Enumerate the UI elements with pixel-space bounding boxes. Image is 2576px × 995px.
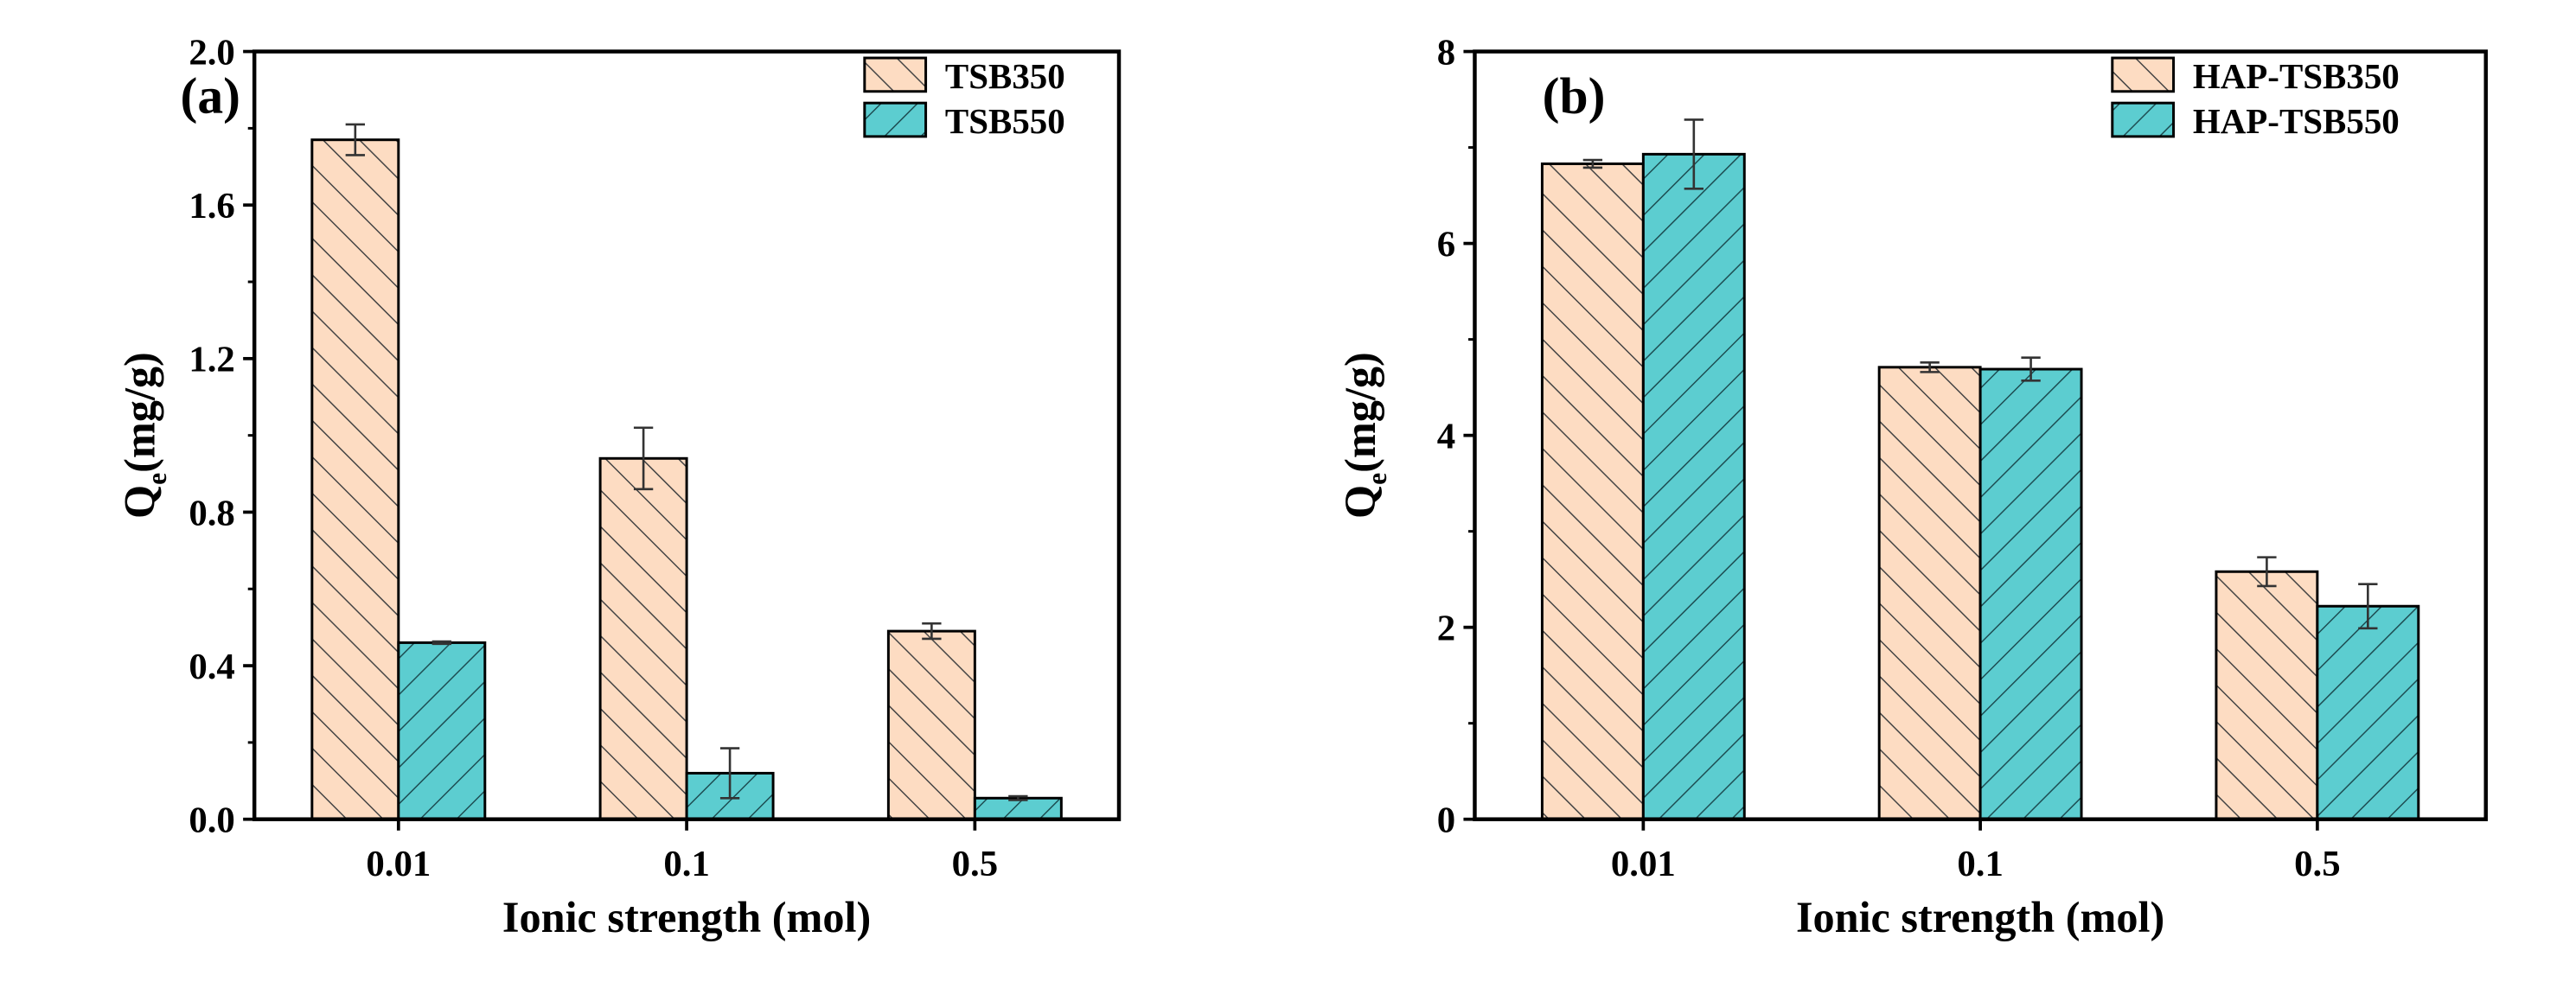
panel-label: (b) — [1543, 67, 1606, 124]
legend-swatch-hatch-0 — [863, 56, 928, 93]
chart-panel-a: 0.0 0.4 0.8 1.2 1.6 2.0 0.01 0.1 0.5 Ionic streng… — [116, 32, 1122, 941]
x-tick-label: 0.01 — [366, 844, 431, 884]
y-axis-title-main: Q — [1336, 485, 1384, 519]
y-axis-title-main: Q — [116, 485, 164, 519]
error-bar-hap-tsb350-1 — [1920, 360, 1940, 373]
error-bar-hap-tsb550-1 — [2021, 356, 2041, 382]
x-tick-label: 0.5 — [2294, 844, 2341, 884]
legend-swatch-hatch-1 — [863, 101, 928, 138]
error-bar-hap-tsb550-2 — [2358, 583, 2378, 630]
error-bar-tsb550-0 — [431, 640, 451, 646]
error-bar-tsb350-0 — [345, 123, 365, 156]
error-bar-hap-tsb350-2 — [2257, 556, 2277, 588]
bar-hatch-hap-tsb550-2 — [2316, 604, 2420, 821]
legend-swatch-hatch-0 — [2111, 56, 2176, 93]
y-tick-label: 0.4 — [189, 647, 235, 687]
bar-hatch-tsb350-0 — [310, 138, 400, 821]
error-bar-tsb350-2 — [922, 622, 942, 641]
x-tick-label: 0.5 — [952, 844, 999, 884]
error-bar-tsb350-1 — [633, 426, 654, 491]
y-tick-label: 2 — [1437, 609, 1455, 649]
legend-label-0: TSB350 — [945, 56, 1065, 96]
y-axis-title-sub: e — [1362, 473, 1392, 485]
x-tick-label: 0.1 — [663, 844, 710, 884]
bar-hatch-tsb550-0 — [397, 641, 487, 821]
y-tick-label: 0 — [1437, 800, 1455, 841]
legend-label-1: TSB550 — [945, 101, 1065, 141]
bar-hatch-hap-tsb350-1 — [1877, 366, 1982, 821]
y-tick-label: 2.0 — [189, 32, 235, 73]
legend-swatch-hatch-1 — [2111, 101, 2176, 138]
y-tick-label: 6 — [1437, 225, 1455, 265]
error-bar-tsb550-1 — [719, 747, 740, 800]
bar-hatch-hap-tsb350-0 — [1540, 162, 1645, 821]
bar-hatch-tsb350-2 — [886, 629, 976, 821]
y-axis-title: Qe(mg/g) — [116, 352, 172, 519]
legend-label-1: HAP-TSB550 — [2193, 101, 2400, 141]
legend: HAP-TSB350 HAP-TSB550 — [2111, 56, 2400, 141]
bar-hatch-hap-tsb350-2 — [2215, 570, 2319, 821]
error-bar-hap-tsb350-0 — [1582, 158, 1603, 169]
legend: TSB350 TSB550 — [863, 56, 1065, 141]
y-tick-label: 4 — [1437, 417, 1455, 457]
y-tick-label: 0.8 — [189, 493, 235, 533]
y-axis-title-sub: e — [142, 473, 172, 485]
bar-hatch-tsb350-1 — [598, 456, 688, 821]
y-tick-label: 8 — [1437, 32, 1455, 73]
x-axis-title: Ionic strength (mol) — [1796, 893, 2164, 941]
error-bar-tsb550-2 — [1008, 794, 1028, 801]
x-tick-label: 0.1 — [1957, 844, 2004, 884]
x-tick-label: 0.01 — [1611, 844, 1676, 884]
panel-label: (a) — [181, 67, 240, 124]
bar-hatch-hap-tsb550-0 — [1641, 152, 1746, 821]
y-axis-title-unit: (mg/g) — [116, 352, 164, 473]
y-axis-title: Qe(mg/g) — [1336, 352, 1392, 519]
bar-hatch-tsb550-2 — [973, 796, 1063, 821]
error-bar-hap-tsb550-0 — [1684, 118, 1703, 190]
legend-label-0: HAP-TSB350 — [2193, 56, 2400, 96]
y-tick-label: 1.2 — [189, 340, 235, 380]
chart-panel-b: 0 2 4 6 8 0.01 0.1 0.5 Ionic strength (mol) Qe(mg… — [1336, 32, 2488, 941]
y-tick-label: 1.6 — [189, 186, 235, 226]
x-axis-title: Ionic strength (mol) — [502, 893, 871, 941]
y-axis-title-unit: (mg/g) — [1336, 352, 1384, 473]
y-tick-label: 0.0 — [189, 800, 235, 841]
bar-hatch-hap-tsb550-1 — [1978, 367, 2083, 821]
